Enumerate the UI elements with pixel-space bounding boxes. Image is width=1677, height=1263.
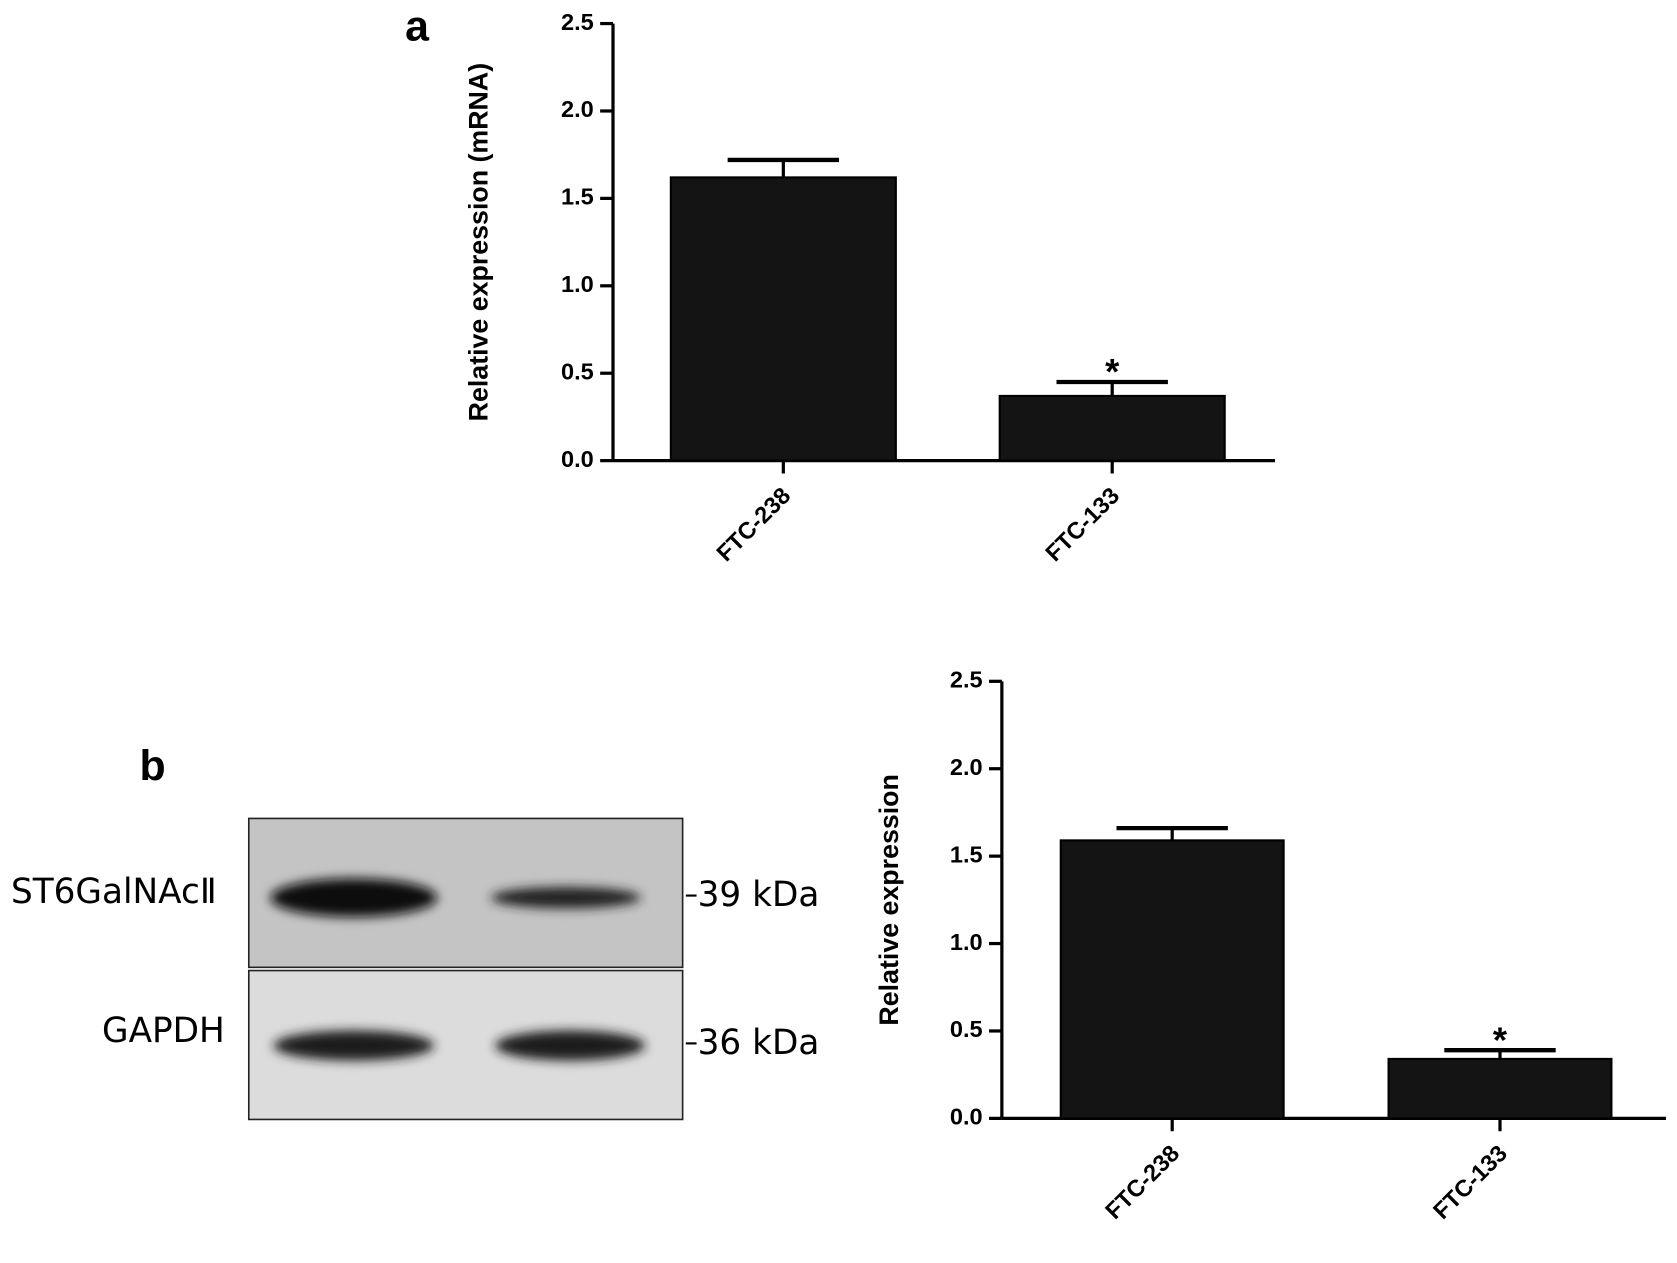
significance-mark: * (1493, 1019, 1508, 1060)
y-tick-label: 0.5 (950, 1016, 983, 1042)
y-tick-label: 0.0 (561, 446, 594, 472)
protein-label: GAPDH (102, 1011, 225, 1051)
y-tick-label: 2.0 (561, 96, 594, 122)
x-tick-label: FTC-238 (1100, 1140, 1184, 1224)
y-tick-label: 0.0 (950, 1104, 983, 1130)
y-tick-label: 2.5 (561, 9, 594, 35)
y-axis-title: Relative expression (874, 774, 904, 1025)
x-tick-label: FTC-133 (1040, 482, 1124, 566)
panel-label: a (405, 3, 430, 51)
size-label: 36 kDa (698, 1023, 820, 1063)
y-tick-label: 1.0 (950, 929, 983, 955)
y-tick-label: 2.0 (950, 754, 983, 780)
bar (669, 176, 897, 462)
band (270, 878, 438, 917)
y-tick-label: 0.5 (561, 358, 594, 384)
size-label: 39 kDa (698, 875, 820, 915)
y-tick-label: 1.0 (561, 271, 594, 297)
y-tick-label: 1.5 (561, 184, 594, 210)
bar (1387, 1057, 1613, 1120)
band (273, 1030, 435, 1061)
x-tick-label: FTC-238 (711, 482, 795, 566)
band (495, 1030, 646, 1061)
significance-mark: * (1105, 351, 1120, 392)
western-blot: ST6GalNAcⅡ GAPDH 39 kDa 36 kDa (11, 817, 820, 1121)
y-axis-title: Relative expression (mRNA) (464, 63, 494, 421)
panel-label: b (140, 742, 166, 790)
y-tick-label: 2.5 (950, 667, 983, 693)
bar (998, 394, 1226, 462)
bar (1059, 839, 1285, 1120)
y-tick-label: 1.5 (950, 841, 983, 867)
protein-label: ST6GalNAcⅡ (11, 872, 217, 912)
x-tick-label: FTC-133 (1428, 1140, 1512, 1224)
band (490, 886, 641, 909)
